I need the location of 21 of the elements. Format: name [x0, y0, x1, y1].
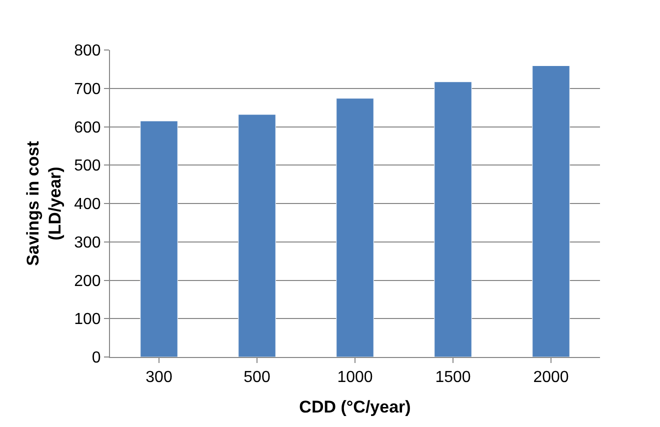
y-axis-title: Savings in cost (LD/year) — [24, 140, 65, 266]
x-tick-label: 300 — [146, 369, 172, 386]
y-tick-label: 600 — [74, 119, 101, 136]
bar — [532, 65, 570, 357]
y-tick-label: 400 — [74, 196, 101, 214]
y-tick-label: 0 — [92, 350, 101, 367]
x-tick-label: 1500 — [435, 369, 471, 386]
y-tick-label: 700 — [74, 80, 101, 98]
y-tick-label: 200 — [74, 272, 101, 290]
y-tick-label: 800 — [74, 42, 101, 60]
x-tick-label: 2000 — [533, 369, 569, 386]
x-tick-label: 1000 — [337, 369, 373, 386]
x-axis-title: CDD (°C/year) — [299, 398, 411, 417]
bar — [336, 98, 374, 357]
bar — [140, 120, 178, 357]
bar — [434, 82, 472, 357]
y-tick-label: 300 — [74, 234, 101, 252]
y-tick-label: 500 — [74, 158, 101, 175]
x-tick-label: 500 — [244, 369, 270, 386]
bar — [238, 114, 276, 357]
y-tick-label: 100 — [74, 311, 101, 328]
